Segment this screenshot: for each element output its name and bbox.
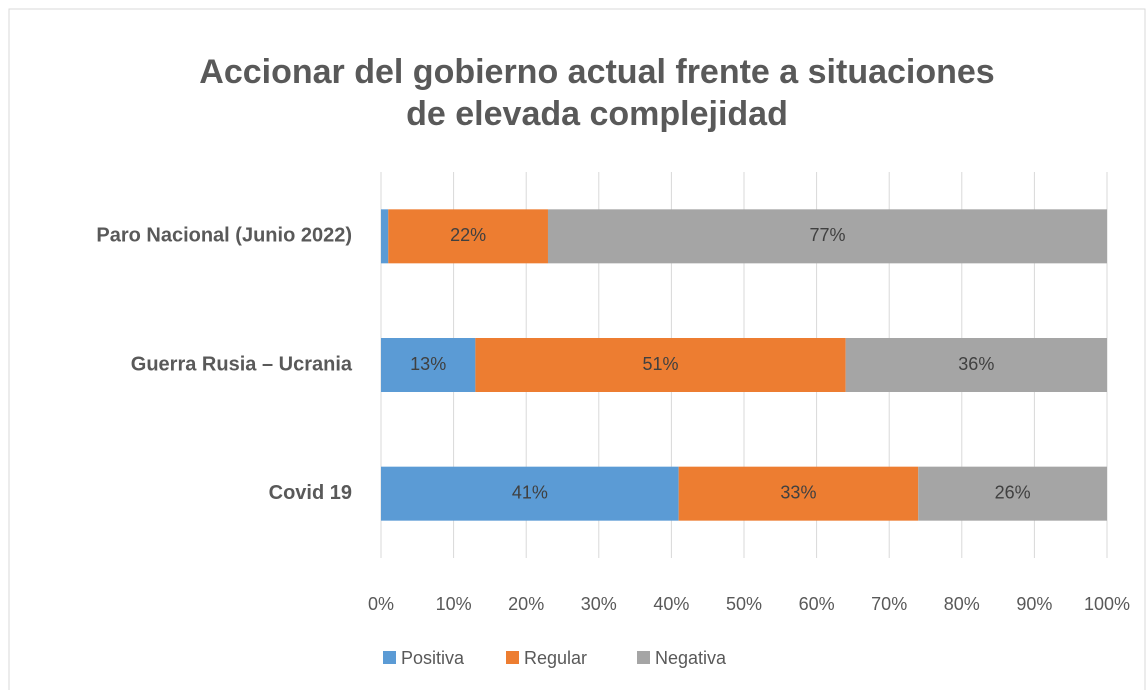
data-label: 22% xyxy=(450,225,486,245)
y-tick-label: Covid 19 xyxy=(269,482,352,504)
x-tick-label: 90% xyxy=(1016,594,1052,614)
y-tick-label: Paro Nacional (Junio 2022) xyxy=(96,225,352,247)
chart-title: Accionar del gobierno actual frente a si… xyxy=(199,53,994,91)
data-label: 77% xyxy=(809,225,845,245)
x-tick-label: 20% xyxy=(508,594,544,614)
legend-swatch xyxy=(637,651,650,664)
bar-segment xyxy=(678,466,919,521)
x-tick-label: 50% xyxy=(726,594,762,614)
bar-segment xyxy=(918,466,1107,521)
bar-segment xyxy=(381,338,476,392)
data-label: 13% xyxy=(410,354,446,374)
legend-label: Regular xyxy=(524,648,587,668)
x-tick-label: 100% xyxy=(1084,594,1130,614)
legend-label: Negativa xyxy=(655,648,727,668)
x-tick-label: 40% xyxy=(653,594,689,614)
data-label: 51% xyxy=(642,354,678,374)
y-tick-label: Guerra Rusia – Ucrania xyxy=(131,353,353,375)
legend-swatch xyxy=(506,651,519,664)
x-tick-label: 60% xyxy=(799,594,835,614)
data-label: 36% xyxy=(958,354,994,374)
x-tick-label: 30% xyxy=(581,594,617,614)
x-tick-label: 70% xyxy=(871,594,907,614)
data-label: 26% xyxy=(995,482,1031,502)
data-label: 33% xyxy=(780,482,816,502)
bar-segment xyxy=(381,466,679,521)
bar-segment xyxy=(388,209,548,264)
data-label: 41% xyxy=(512,482,548,502)
legend-label: Positiva xyxy=(401,648,465,668)
bar-segment xyxy=(547,209,1107,264)
chart-title: de elevada complejidad xyxy=(406,95,788,133)
x-tick-label: 0% xyxy=(368,594,394,614)
bar-segment xyxy=(381,209,389,264)
legend-swatch xyxy=(383,651,396,664)
x-tick-label: 10% xyxy=(436,594,472,614)
bar-segment xyxy=(475,338,846,392)
bar-segment xyxy=(845,338,1107,392)
x-tick-label: 80% xyxy=(944,594,980,614)
